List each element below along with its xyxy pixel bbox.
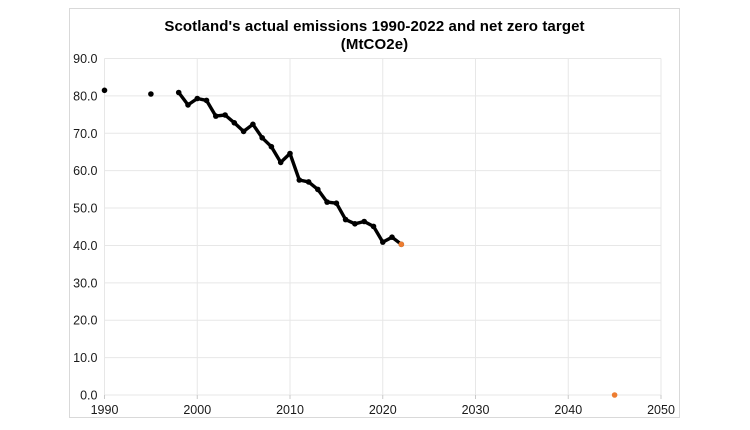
data-point-marker [287,150,293,157]
data-point-marker [324,199,330,205]
data-point-marker [185,102,191,108]
data-point-marker [240,128,247,135]
data-point-marker [222,112,228,118]
data-point-marker [296,177,303,183]
data-point-marker [333,200,340,206]
y-axis-tick-label: 10.0 [73,351,97,365]
data-point-marker [203,97,210,104]
data-point-marker [259,135,266,141]
y-axis-tick-label: 60.0 [73,164,97,178]
data-point-marker [250,121,256,128]
data-point-marker [361,218,368,225]
data-point-marker [175,89,182,96]
data-point-marker [305,179,312,185]
x-axis-tick-label: 2020 [369,403,397,417]
data-point-marker [398,241,405,248]
data-point-marker [148,91,154,97]
y-axis-tick-label: 50.0 [73,202,97,216]
chart-title: Scotland's actual emissions 1990-2022 an… [70,18,679,54]
data-point-marker [370,223,377,230]
data-point-marker [389,234,395,240]
data-point-marker [194,95,201,102]
x-axis-tick-label: 2040 [554,403,582,417]
x-axis-tick-label: 2050 [647,403,675,417]
data-point-marker [231,120,238,126]
data-point-marker [380,239,386,245]
x-axis-tick-label: 2000 [183,403,211,417]
data-point-marker [277,159,284,166]
chart-title-line1: Scotland's actual emissions 1990-2022 an… [164,18,585,35]
x-axis-tick-label: 2010 [276,403,304,417]
y-axis-tick-label: 40.0 [73,239,97,253]
y-axis-tick-label: 90.0 [73,52,97,66]
data-point-marker [611,392,618,398]
data-point-marker [315,186,321,193]
y-axis-tick-label: 20.0 [73,314,97,328]
data-point-marker [342,216,349,223]
x-axis-tick-label: 1990 [91,403,119,417]
data-point-marker [101,87,108,94]
y-axis-tick-label: 30.0 [73,276,97,290]
chart-title-line2: (MtCO2e) [340,36,409,53]
data-point-marker [268,143,275,150]
x-axis-tick-label: 2030 [462,403,490,417]
y-axis-tick-label: 70.0 [73,127,97,141]
data-point-marker [352,221,358,227]
data-point-marker [213,113,219,119]
chart-frame: Scotland's actual emissions 1990-2022 an… [69,8,680,418]
y-axis-tick-label: 80.0 [73,89,97,103]
y-axis-tick-label: 0.0 [80,389,97,403]
